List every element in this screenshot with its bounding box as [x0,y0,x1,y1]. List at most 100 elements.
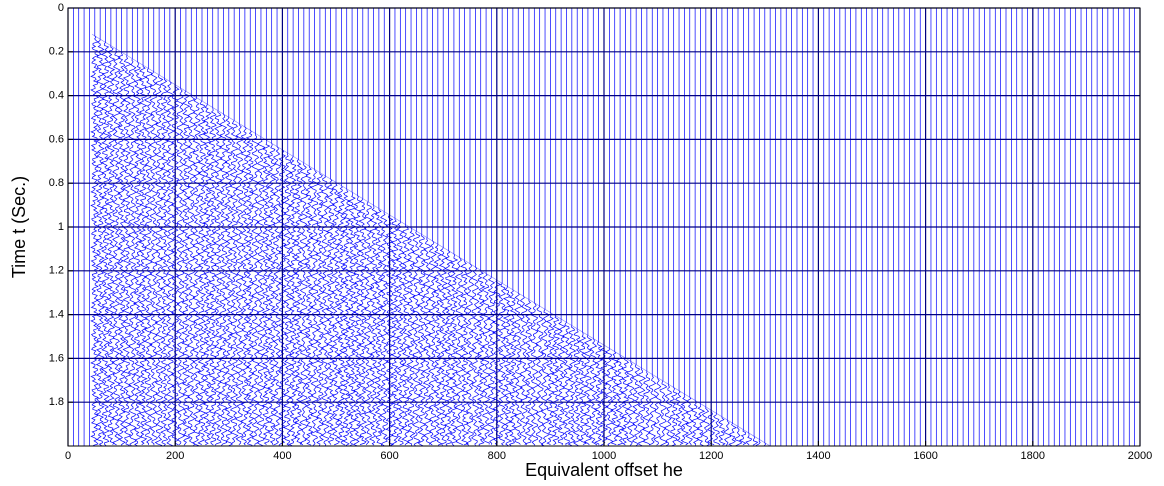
trace [224,8,234,446]
trace [465,8,475,446]
y-tick-label: 1.6 [49,352,64,364]
trace [642,8,651,445]
trace [728,8,737,446]
trace [218,8,228,446]
y-tick-label: 1.4 [49,309,64,321]
trace [352,8,363,446]
trace [723,8,732,446]
trace [577,8,588,445]
trace [256,8,266,446]
trace [487,8,497,445]
trace [176,8,185,446]
trace [691,8,700,446]
trace [481,8,491,445]
trace [551,8,561,446]
trace [240,8,250,446]
trace [519,8,528,445]
trace [336,8,347,446]
trace [610,8,620,445]
first-break [91,34,771,446]
trace [293,8,304,445]
x-axis-label: Equivalent offset he [525,460,683,480]
y-tick-label: 1.8 [49,396,64,408]
y-axis-label: Time t (Sec.) [9,176,29,278]
trace [530,8,539,446]
trace [637,8,647,446]
trace [428,8,437,446]
trace [459,8,470,446]
trace [116,8,127,446]
trace [283,8,293,446]
trace [417,8,427,446]
trace [535,8,544,446]
trace [588,8,598,446]
trace [502,8,513,446]
trace [261,8,272,445]
trace [347,8,357,446]
trace [567,8,577,446]
trace [498,8,507,446]
trace [320,8,330,446]
trace [556,8,566,446]
trace [572,8,581,446]
x-tick-label: 200 [166,450,184,462]
trace [159,8,170,446]
trace [304,8,314,446]
trace [149,8,159,446]
trace [390,8,400,445]
trace [631,8,641,446]
trace [471,8,480,446]
y-tick-label: 1 [58,221,64,233]
trace [325,8,336,445]
y-tick-label: 0 [58,2,64,14]
trace [90,8,100,446]
x-tick-label: 1200 [699,450,723,462]
trace [213,8,223,446]
trace [411,8,421,446]
trace [154,8,164,446]
trace [545,8,555,445]
x-tick-label: 1800 [1021,450,1045,462]
trace [143,8,154,445]
trace [438,8,448,446]
trace [508,8,518,446]
trace [331,8,341,446]
trace [208,8,217,446]
trace [664,8,673,446]
trace [202,8,213,446]
trace [122,8,132,446]
trace [734,8,743,446]
trace [718,8,726,446]
trace [100,8,111,446]
x-tick-label: 1600 [913,450,937,462]
y-tick-label: 0.6 [49,133,64,145]
x-tick-label: 1000 [592,450,616,462]
trace [593,8,604,446]
trace [229,8,239,445]
trace [658,8,668,446]
trace [653,8,662,446]
trace [669,8,678,446]
trace [288,8,298,446]
trace [433,8,443,446]
trace [401,8,411,446]
trace [181,8,191,446]
trace [524,8,534,446]
trace [395,8,405,446]
y-tick-label: 0.8 [49,177,64,189]
trace [106,8,116,445]
trace [245,8,255,446]
trace [701,8,710,446]
x-tick-label: 800 [488,450,506,462]
trace [406,8,416,446]
x-tick-label: 400 [273,450,291,462]
trace [449,8,459,446]
trace [95,8,105,446]
trace [235,8,244,446]
y-tick-label: 0.2 [49,46,64,58]
x-tick-label: 0 [65,450,71,462]
x-tick-label: 1400 [806,450,830,462]
trace [561,8,572,446]
trace [186,8,196,446]
